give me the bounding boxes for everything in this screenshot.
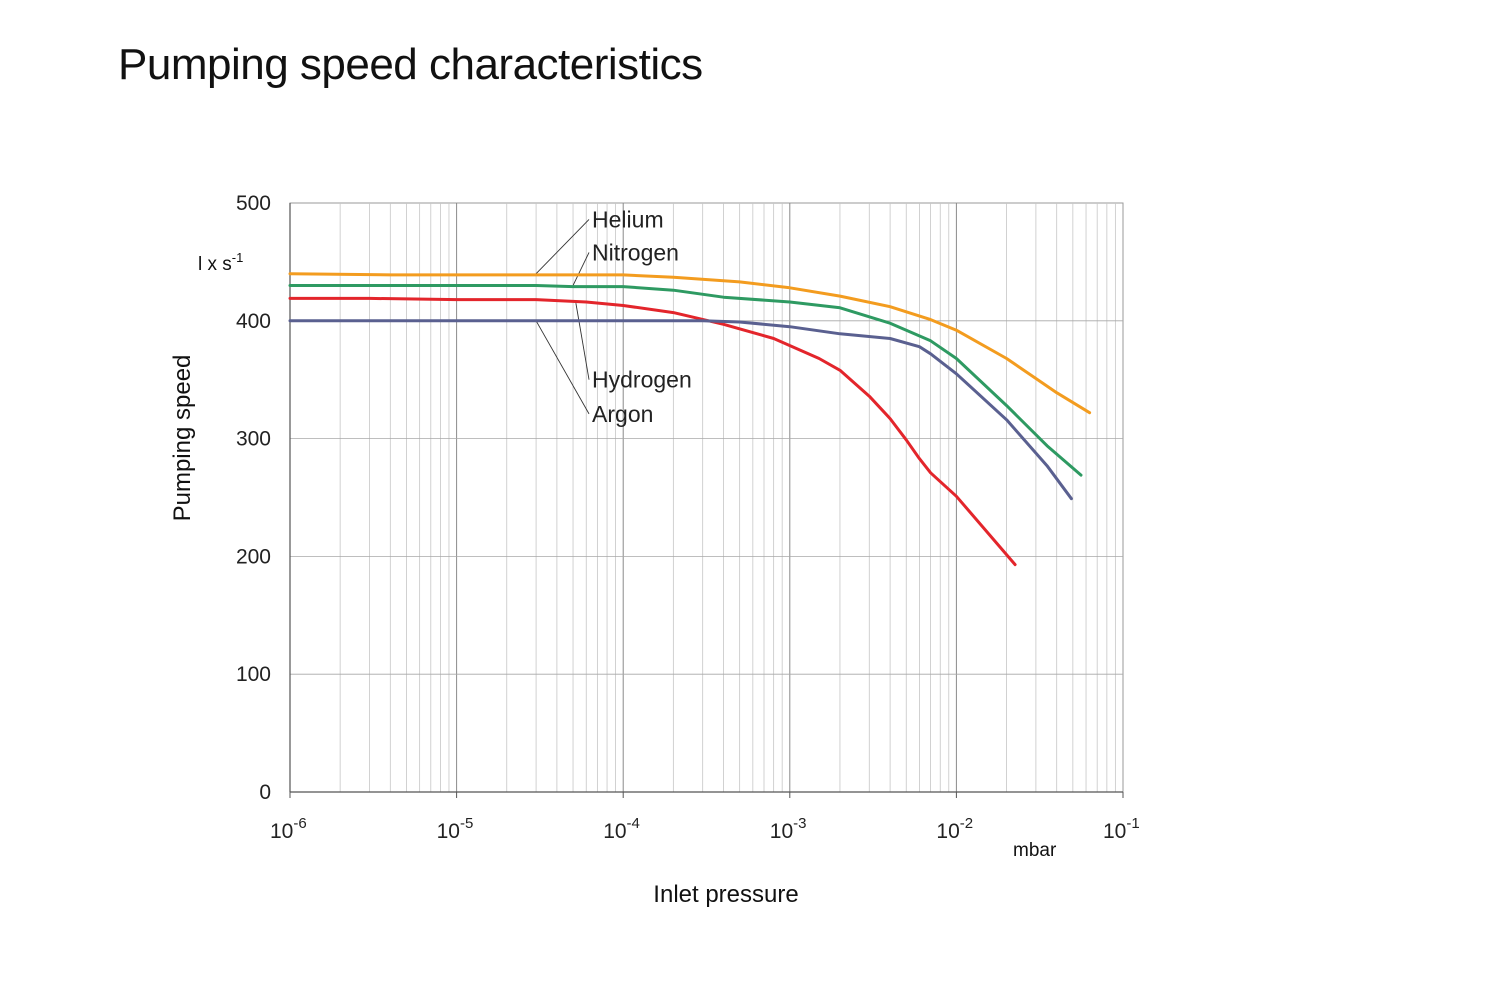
y-unit-base: l x s (198, 254, 232, 275)
x-tick-base: 10 (603, 820, 626, 843)
x-tick-exponent: -1 (1126, 815, 1139, 832)
series-label-helium: Helium (592, 206, 664, 232)
plot-frame (289, 202, 1124, 793)
series-line-hydrogen (288, 296, 1017, 567)
x-tick-label: 10-6 (270, 815, 307, 843)
x-tick-exponent: -3 (793, 815, 806, 832)
chart-title: Pumping speed characteristics (118, 40, 703, 89)
x-tick-exponent: -4 (627, 815, 640, 832)
y-tick-label: 100 (236, 663, 271, 686)
x-tick-label: 10-4 (603, 815, 640, 843)
x-tick-label: 10-1 (1103, 815, 1140, 843)
y-tick-label: 300 (236, 428, 271, 451)
x-tick-base: 10 (437, 820, 460, 843)
series-labels: Helium Nitrogen Hydrogen Argon (592, 206, 692, 426)
label-leader-lines (535, 219, 590, 415)
x-tick-exponent: -5 (460, 815, 473, 832)
x-tick-label: 10-3 (770, 815, 807, 843)
series-label-hydrogen: Hydrogen (592, 367, 692, 393)
series-line-helium (288, 272, 1092, 415)
grid (289, 202, 1124, 793)
leader-line-hydrogen (575, 303, 590, 380)
leader-line-nitrogen (572, 252, 590, 286)
series-label-argon: Argon (592, 401, 653, 427)
x-tick-exponent: -6 (293, 815, 306, 832)
x-axis-unit: mbar (1013, 840, 1057, 861)
y-tick-label: 200 (236, 545, 271, 568)
series-line-argon (288, 319, 1073, 501)
y-axis-unit: l x s-1 (198, 250, 243, 275)
leader-line-helium (535, 219, 590, 274)
x-tick-base: 10 (936, 820, 959, 843)
y-unit-exponent: -1 (232, 250, 244, 265)
y-tick-label: 0 (259, 781, 271, 804)
y-tick-label: 500 (236, 192, 271, 215)
x-tick-base: 10 (770, 820, 793, 843)
x-tick-label: 10-5 (437, 815, 474, 843)
y-axis-label: Pumping speed (169, 355, 196, 522)
y-tick-label: 400 (236, 310, 271, 333)
x-tick-base: 10 (270, 820, 293, 843)
leader-line-argon (535, 320, 590, 415)
x-tick-base: 10 (1103, 820, 1126, 843)
series-lines (288, 272, 1092, 567)
series-line-nitrogen (288, 284, 1083, 477)
x-axis-label: Inlet pressure (653, 881, 798, 908)
x-tick-label: 10-2 (936, 815, 973, 843)
x-tick-exponent: -2 (960, 815, 973, 832)
series-label-nitrogen: Nitrogen (592, 239, 679, 265)
